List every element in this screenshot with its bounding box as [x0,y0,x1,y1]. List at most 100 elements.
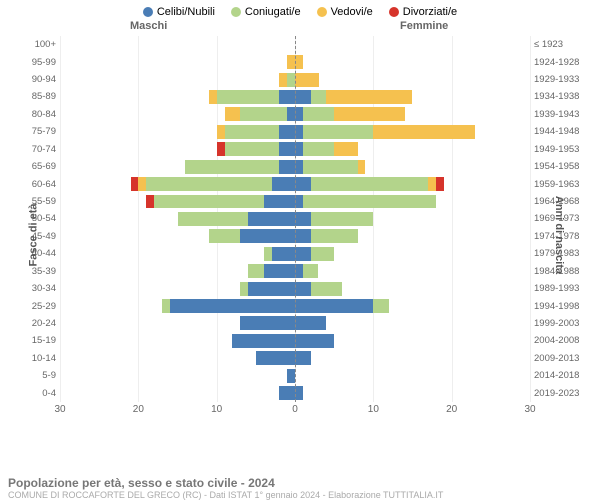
seg-widowed [209,90,217,104]
seg-widowed [138,177,146,191]
legend-label: Celibi/Nubili [157,6,215,18]
seg-single [295,386,303,400]
age-label: 15-19 [18,335,56,346]
bar-male [209,229,295,243]
age-label: 80-84 [18,109,56,120]
birth-year-label: 1964-1968 [534,196,590,207]
seg-married [303,195,436,209]
age-label: 0-4 [18,388,56,399]
seg-married [373,299,389,313]
seg-single [240,229,295,243]
age-label: 40-44 [18,248,56,259]
bar-female [295,107,405,121]
bar-male [217,142,295,156]
seg-married [303,107,334,121]
seg-married [303,160,358,174]
header-male: Maschi [130,20,167,32]
seg-single [279,386,295,400]
seg-married [311,212,374,226]
birth-year-label: 1934-1938 [534,91,590,102]
age-label: 70-74 [18,144,56,155]
bar-female [295,160,365,174]
legend-dot [143,7,153,17]
seg-married [287,73,295,87]
seg-widowed [334,107,405,121]
bar-female [295,125,475,139]
seg-single [240,316,295,330]
seg-single [279,142,295,156]
seg-widowed [217,125,225,139]
seg-single [295,142,303,156]
bar-male [287,369,295,383]
seg-single [272,247,296,261]
chart-title: Popolazione per età, sesso e stato civil… [8,476,592,490]
seg-single [295,90,311,104]
birth-year-label: 1999-2003 [534,318,590,329]
bar-male [264,247,295,261]
seg-single [295,107,303,121]
bar-male [209,90,295,104]
x-tick: 30 [54,404,65,415]
seg-single [295,247,311,261]
seg-widowed [295,73,319,87]
bar-male [279,386,295,400]
birth-year-label: 1924-1928 [534,57,590,68]
seg-single [295,212,311,226]
seg-widowed [373,125,475,139]
birth-year-label: 1959-1963 [534,179,590,190]
age-label: 20-24 [18,318,56,329]
seg-divorced [217,142,225,156]
bar-female [295,351,311,365]
seg-single [295,351,311,365]
seg-single [279,90,295,104]
x-tick: 10 [211,404,222,415]
seg-married [225,125,280,139]
birth-year-label: 1989-1993 [534,283,590,294]
bar-male [240,282,295,296]
age-label: 65-69 [18,161,56,172]
bar-male [162,299,295,313]
bar-male [178,212,296,226]
seg-single [279,160,295,174]
birth-year-label: 1969-1973 [534,213,590,224]
seg-single [295,316,326,330]
seg-married [311,177,429,191]
seg-single [295,160,303,174]
seg-single [232,334,295,348]
legend-item: Coniugati/e [231,6,301,18]
seg-widowed [287,55,295,69]
chart-area: Fasce di età Anni di nascita 100+≤ 19239… [0,36,600,434]
age-label: 85-89 [18,91,56,102]
legend-dot [389,7,399,17]
legend-item: Vedovi/e [317,6,373,18]
birth-year-label: 1994-1998 [534,301,590,312]
seg-married [240,107,287,121]
seg-married [311,282,342,296]
x-tick: 30 [524,404,535,415]
birth-year-label: 1944-1948 [534,126,590,137]
seg-widowed [334,142,358,156]
birth-year-label: 1949-1953 [534,144,590,155]
center-line [295,36,296,402]
seg-married [146,177,271,191]
birth-year-label: 1979-1983 [534,248,590,259]
bar-female [295,55,303,69]
x-axis: 3020100102030 [60,404,530,420]
bar-female [295,264,318,278]
seg-married [225,142,280,156]
age-label: 55-59 [18,196,56,207]
seg-single [279,125,295,139]
seg-married [303,264,319,278]
seg-single [295,264,303,278]
seg-married [311,229,358,243]
seg-married [240,282,248,296]
bar-male [279,73,295,87]
bar-male [185,160,295,174]
x-tick: 10 [368,404,379,415]
birth-year-label: 1984-1988 [534,266,590,277]
age-label: 25-29 [18,301,56,312]
seg-married [185,160,279,174]
age-label: 35-39 [18,266,56,277]
bar-male [240,316,295,330]
birth-year-label: 1929-1933 [534,74,590,85]
